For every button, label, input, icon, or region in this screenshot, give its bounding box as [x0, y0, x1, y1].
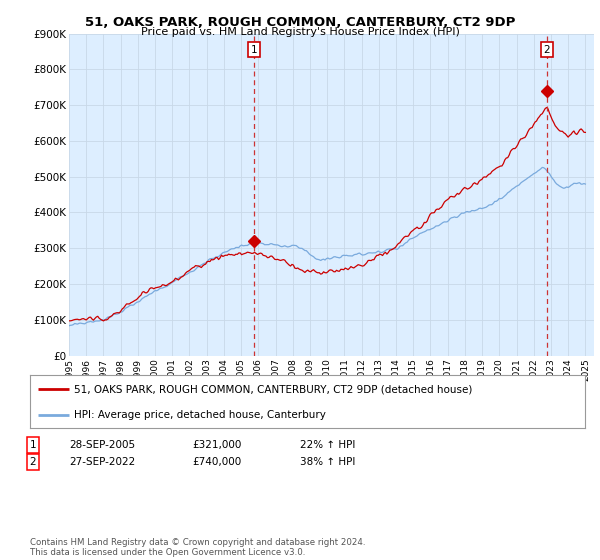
- Text: Contains HM Land Registry data © Crown copyright and database right 2024.
This d: Contains HM Land Registry data © Crown c…: [30, 538, 365, 557]
- Text: 28-SEP-2005: 28-SEP-2005: [69, 440, 135, 450]
- Text: 38% ↑ HPI: 38% ↑ HPI: [300, 457, 355, 467]
- Text: 2: 2: [544, 45, 550, 55]
- Text: Price paid vs. HM Land Registry's House Price Index (HPI): Price paid vs. HM Land Registry's House …: [140, 27, 460, 37]
- Text: 1: 1: [251, 45, 257, 55]
- Text: 51, OAKS PARK, ROUGH COMMON, CANTERBURY, CT2 9DP: 51, OAKS PARK, ROUGH COMMON, CANTERBURY,…: [85, 16, 515, 29]
- Text: 22% ↑ HPI: 22% ↑ HPI: [300, 440, 355, 450]
- Text: 27-SEP-2022: 27-SEP-2022: [69, 457, 135, 467]
- Text: 1: 1: [29, 440, 37, 450]
- Text: HPI: Average price, detached house, Canterbury: HPI: Average price, detached house, Cant…: [74, 409, 326, 419]
- Text: £321,000: £321,000: [192, 440, 241, 450]
- Text: £740,000: £740,000: [192, 457, 241, 467]
- Text: 51, OAKS PARK, ROUGH COMMON, CANTERBURY, CT2 9DP (detached house): 51, OAKS PARK, ROUGH COMMON, CANTERBURY,…: [74, 384, 473, 394]
- Text: 2: 2: [29, 457, 37, 467]
